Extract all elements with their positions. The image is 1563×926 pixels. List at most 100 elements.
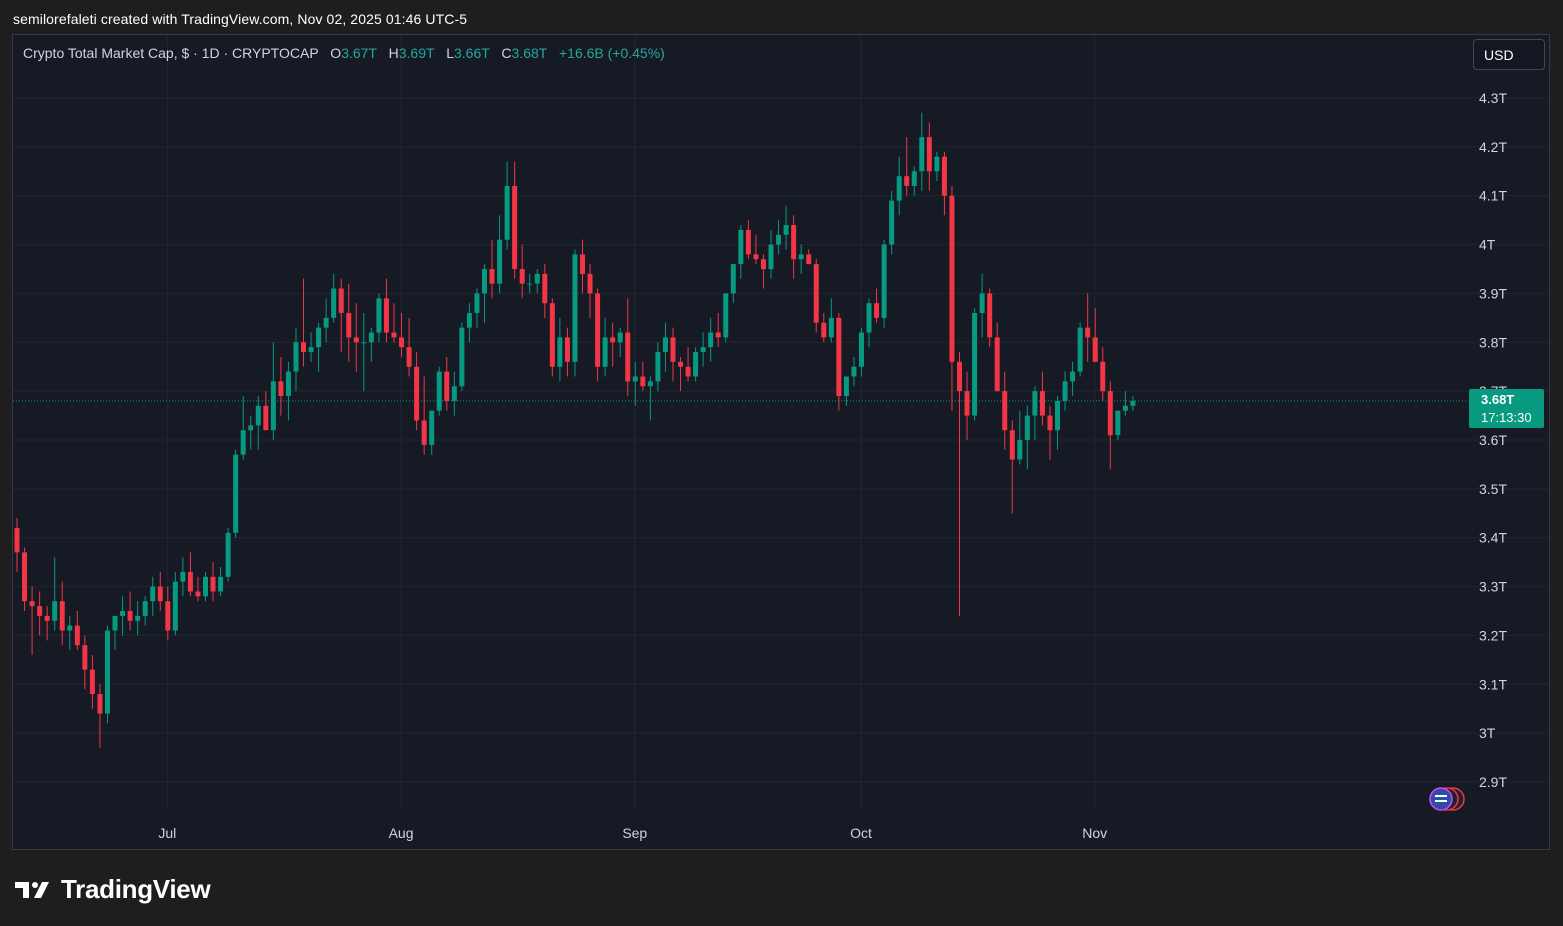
candle	[911, 166, 917, 196]
candle-body	[791, 225, 797, 260]
candle	[813, 259, 819, 333]
candle-body	[987, 293, 993, 338]
candle-body	[187, 571, 193, 592]
candle	[37, 591, 43, 636]
candle	[14, 518, 20, 572]
candle-body	[662, 337, 668, 353]
candle	[142, 596, 148, 626]
candle	[843, 376, 849, 406]
brand-footer[interactable]: TradingView	[15, 874, 211, 905]
candle-body	[934, 156, 940, 172]
candle-body	[376, 298, 382, 333]
candle	[994, 322, 1000, 392]
y-tick-label: 3.8T	[1479, 334, 1507, 350]
candle	[157, 571, 163, 611]
candle-body	[89, 669, 95, 695]
candle	[655, 342, 661, 392]
close-label: C	[501, 45, 512, 61]
candle	[1092, 308, 1098, 362]
candle	[874, 288, 880, 323]
x-tick-label: Nov	[1082, 825, 1107, 841]
candle	[29, 586, 35, 655]
candle	[466, 303, 472, 343]
candle-body	[278, 381, 284, 397]
candle	[904, 137, 910, 196]
y-tick-label: 4T	[1479, 237, 1496, 253]
candle	[534, 269, 540, 294]
candle	[730, 264, 736, 304]
candle-body	[285, 371, 291, 397]
candle-body	[248, 425, 254, 431]
candle-body	[157, 586, 163, 602]
candle	[497, 215, 503, 294]
candle-body	[135, 615, 141, 621]
candle-body	[527, 283, 533, 285]
candle-body	[293, 342, 299, 372]
candle-body	[957, 361, 962, 392]
y-tick-label: 3T	[1479, 725, 1496, 741]
candle	[383, 278, 389, 343]
candle	[97, 684, 103, 748]
flag-icons[interactable]	[1429, 787, 1465, 811]
candle-body	[911, 171, 917, 186]
candle	[293, 327, 299, 392]
candle	[836, 312, 842, 411]
candle	[150, 576, 156, 616]
candle	[135, 601, 141, 636]
candle	[866, 298, 872, 348]
candle-body	[994, 337, 1000, 392]
candle	[1070, 361, 1076, 397]
candle-body	[331, 288, 337, 318]
candle-body	[255, 405, 261, 426]
candle	[233, 449, 239, 538]
candle	[270, 342, 276, 440]
candle	[481, 264, 487, 323]
y-tick-label: 3.1T	[1479, 676, 1507, 692]
candle-body	[195, 591, 201, 597]
candle	[165, 586, 171, 641]
candle-body	[29, 601, 35, 607]
y-tick-label: 3.6T	[1479, 432, 1507, 448]
candle	[353, 303, 359, 372]
x-tick-label: Aug	[389, 825, 414, 841]
candle-body	[625, 332, 631, 382]
y-tick-label: 3.9T	[1479, 285, 1507, 301]
candle-body	[896, 176, 902, 201]
candle	[753, 234, 759, 265]
candle-body	[14, 527, 20, 553]
candle	[285, 361, 291, 421]
candle-body	[142, 601, 148, 616]
flag-stripe	[1435, 795, 1447, 797]
chart-pane[interactable]	[12, 34, 1550, 850]
candle	[1077, 322, 1083, 377]
candle-body	[617, 332, 623, 343]
candle	[1107, 381, 1113, 470]
candle	[685, 347, 691, 382]
candles	[14, 112, 1136, 748]
candle-body	[406, 347, 412, 367]
candle	[798, 244, 804, 274]
candle	[768, 229, 774, 279]
candle-body	[602, 337, 608, 367]
currency-selector-button[interactable]: USD	[1473, 39, 1545, 70]
candle-body	[180, 571, 186, 582]
candle-body	[580, 254, 585, 274]
candle-body	[383, 298, 389, 333]
candle	[338, 278, 344, 353]
candle	[941, 151, 947, 216]
candle	[617, 327, 623, 357]
bar-countdown: 17:13:30	[1481, 410, 1532, 425]
candle-body	[459, 327, 465, 387]
candle-body	[753, 254, 759, 260]
candle-body	[858, 332, 864, 367]
chart-caption: semilorefaleti created with TradingView.…	[13, 11, 468, 27]
candle	[700, 332, 706, 367]
candle	[59, 581, 65, 646]
candle-body	[926, 137, 932, 172]
candle-body	[512, 185, 518, 269]
candle-body	[640, 376, 646, 387]
candle	[881, 239, 887, 328]
candle	[180, 557, 186, 597]
candle	[632, 361, 638, 406]
